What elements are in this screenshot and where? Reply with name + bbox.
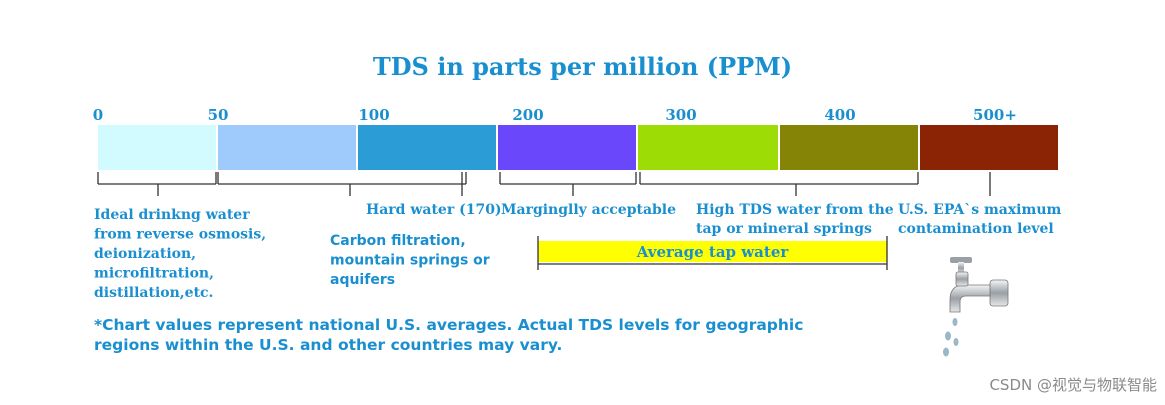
tds-segment-4	[638, 125, 778, 170]
annotation-carbon-line-1: mountain springs or	[330, 253, 490, 269]
tds-segment-5	[780, 125, 918, 170]
annotation-ideal-line-0: Ideal drinkng water	[94, 207, 250, 223]
tds-segment-0	[98, 125, 216, 170]
annotation-high-tds-line-0: High TDS water from the	[696, 202, 894, 218]
water-faucet-icon	[943, 257, 1009, 357]
annotation-carbon-line-0: Carbon filtration,	[330, 233, 466, 249]
footnote: *Chart values represent national U.S. av…	[94, 316, 804, 354]
tds-segment-2	[358, 125, 496, 170]
tick-label-1: 50	[208, 106, 229, 124]
annotation-carbon-line-2: aquifers	[330, 272, 395, 288]
tick-label-4: 300	[665, 106, 696, 124]
annotation-ideal-line-2: deionization,	[94, 246, 196, 262]
annotation-marginal-line-0: Marginglly acceptable	[501, 202, 676, 218]
annotation-high-tds-line-1: tap or mineral springs	[696, 221, 872, 237]
average-tap-water-band	[538, 241, 887, 262]
tds-segment-6	[920, 125, 1058, 170]
tick-label-5: 400	[824, 106, 855, 124]
watermark: CSDN @视觉与物联智能	[989, 376, 1157, 394]
annotation-epa-line-1: contamination level	[898, 221, 1054, 237]
annotation-ideal-line-1: from reverse osmosis,	[94, 227, 266, 243]
tick-label-0: 0	[93, 106, 103, 124]
tds-segment-3	[498, 125, 636, 170]
tick-label-6: 500+	[973, 106, 1017, 124]
average-tap-water-label: Average tap water	[636, 243, 790, 261]
annotation-hard-water-line-0: Hard water (170)	[366, 202, 502, 218]
annotation-epa-line-0: U.S. EPA`s maximum	[898, 202, 1061, 218]
annotation-ideal-line-4: distillation,etc.	[94, 285, 213, 301]
tick-label-3: 200	[512, 106, 543, 124]
chart-title: TDS in parts per million (PPM)	[372, 52, 793, 81]
annotation-ideal-line-3: microfiltration,	[94, 266, 214, 282]
tick-label-2: 100	[358, 106, 389, 124]
tds-segment-1	[218, 125, 356, 170]
